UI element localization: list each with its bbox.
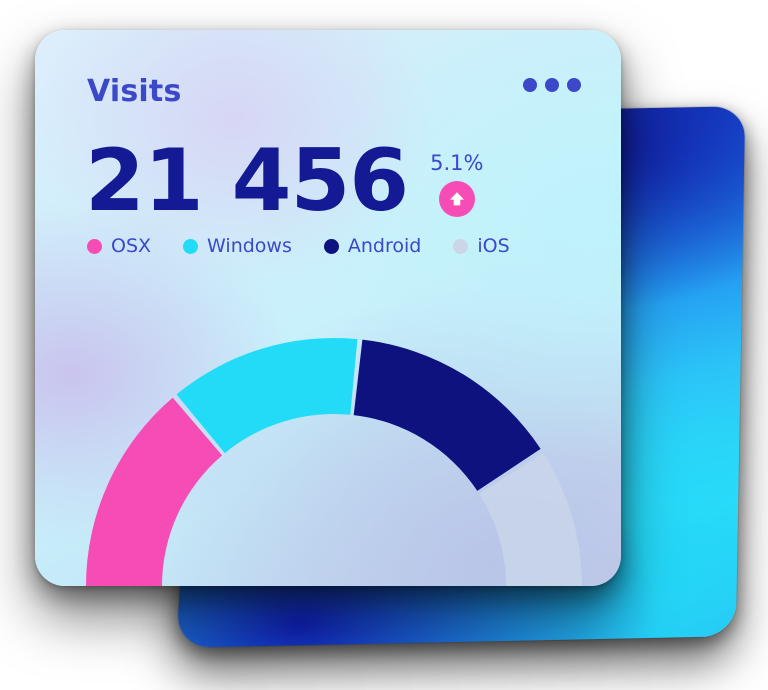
dot-3 (567, 78, 581, 92)
delta-block: 5.1% (430, 151, 484, 217)
donut-segment-windows[interactable] (176, 337, 358, 454)
metric-value: 21 456 (85, 131, 409, 231)
visits-stat-card[interactable]: Visits 21 456 5.1% OSX (35, 30, 621, 586)
legend-label-ios: iOS (477, 235, 510, 257)
donut-segment-ios[interactable] (479, 453, 582, 586)
legend-item-android[interactable]: Android (323, 235, 422, 257)
arrow-up-icon (449, 192, 464, 206)
chart-legend: OSX Windows Android iOS (87, 235, 510, 257)
legend-item-ios[interactable]: iOS (453, 235, 510, 257)
status-badge (438, 181, 475, 217)
metric-row: 21 456 5.1% (85, 138, 484, 224)
page-title: Visits (87, 74, 182, 109)
dot-1 (523, 78, 537, 92)
legend-label-android: Android (347, 235, 422, 257)
dot-2 (545, 78, 559, 92)
half-donut-chart (35, 30, 621, 586)
legend-item-windows[interactable]: Windows (183, 235, 292, 257)
three-dots-icon[interactable] (523, 78, 581, 92)
legend-item-osx[interactable]: OSX (87, 235, 151, 257)
legend-swatch-android (323, 238, 339, 254)
legend-swatch-windows (183, 238, 199, 254)
legend-swatch-osx (87, 238, 102, 254)
legend-label-windows: Windows (207, 235, 292, 257)
donut-segment-android[interactable] (353, 339, 541, 491)
legend-label-osx: OSX (111, 235, 152, 257)
legend-swatch-ios (453, 238, 469, 254)
delta-percent: 5.1% (430, 151, 484, 175)
donut-segment-osx[interactable] (86, 397, 223, 586)
